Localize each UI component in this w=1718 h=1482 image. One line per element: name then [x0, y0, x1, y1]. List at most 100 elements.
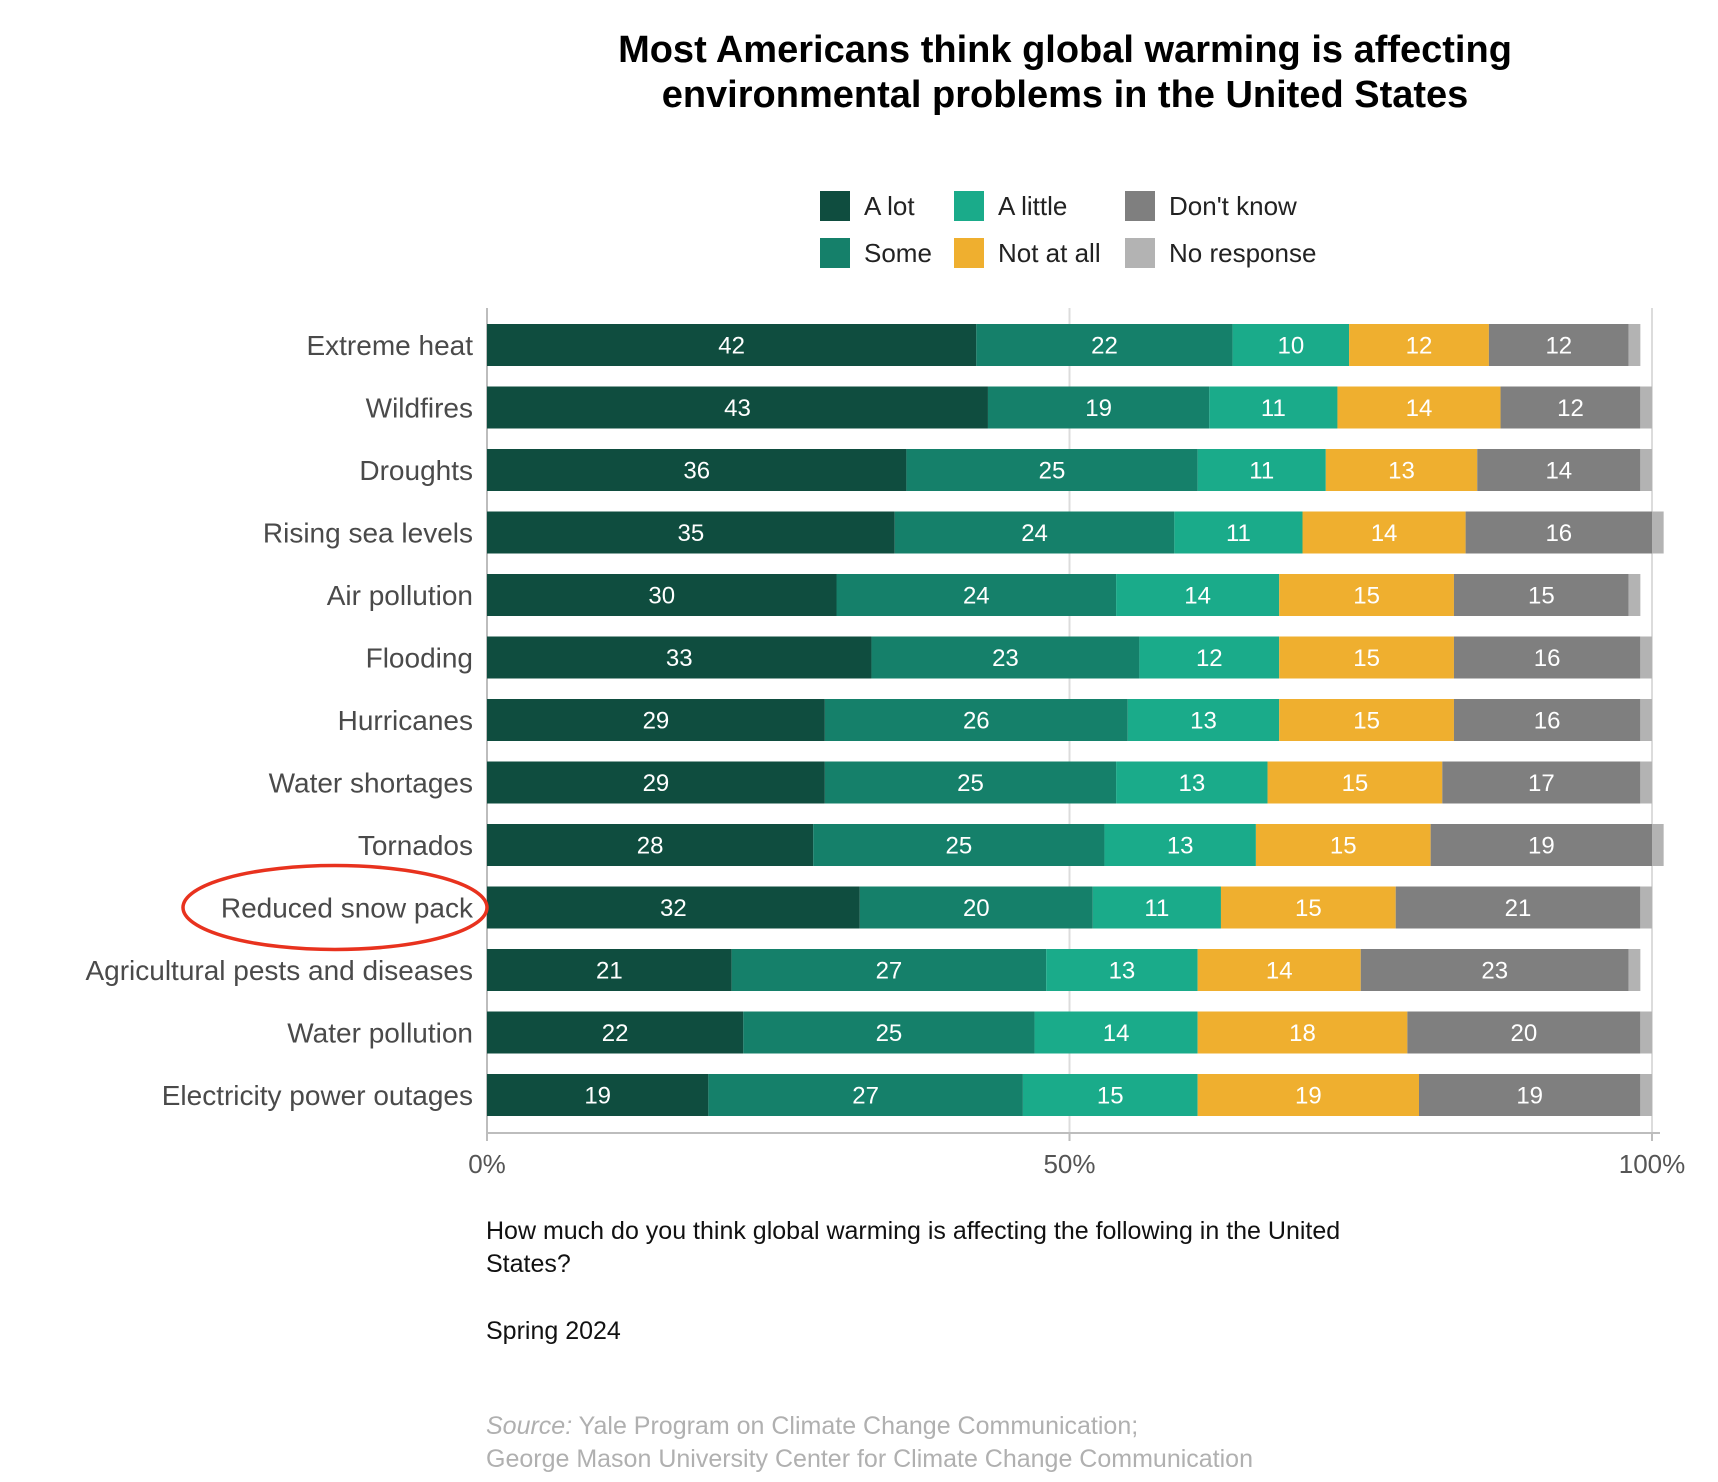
legend-swatch [1125, 191, 1155, 221]
bar-segment-a-little [1209, 386, 1338, 429]
legend-label: A lot [864, 191, 915, 221]
bar-row-electricity-power-outages: 19 27 15 19 19 [487, 1074, 1652, 1116]
bar-segment-not-at-all [1220, 886, 1396, 929]
value-label: 16 [1534, 708, 1561, 735]
value-label: 14 [1266, 958, 1293, 985]
bar-segment-don-t-know [1430, 824, 1652, 866]
bar-segment-not-at-all [1255, 824, 1431, 866]
value-label: 19 [1295, 1083, 1322, 1110]
chart-title: Most Americans think global warming is a… [618, 29, 1512, 116]
legend-label: Some [864, 238, 932, 268]
bar-segment-not-at-all [1197, 949, 1361, 991]
value-label: 14 [1545, 458, 1572, 485]
bar-row-reduced-snow-pack: 32 20 11 15 21 [487, 886, 1652, 929]
bar-segment-a-little [1139, 636, 1280, 679]
bar-segment-a-little [1116, 574, 1280, 616]
bar-segment-a-little [1174, 511, 1303, 554]
bar-segment-not-at-all [1267, 761, 1443, 804]
legend-item-some: Some [820, 238, 932, 268]
highlight-annotation [181, 863, 489, 952]
bar-segment-a-little [1104, 824, 1256, 866]
bar-row-water-shortages: 29 25 13 15 17 [487, 761, 1652, 804]
legend-item-no-response: No response [1125, 238, 1316, 268]
bar-segment-a-lot [487, 636, 872, 679]
value-label: 15 [1097, 1083, 1124, 1110]
category-label: Agricultural pests and diseases [85, 955, 473, 986]
value-label: 26 [963, 708, 990, 735]
bar-row-water-pollution: 22 25 14 18 20 [487, 1011, 1652, 1054]
value-label: 23 [992, 645, 1019, 672]
category-label: Air pollution [327, 580, 473, 611]
value-label: 16 [1545, 520, 1572, 547]
bar-segment-no-response [1628, 324, 1641, 366]
bar-row-air-pollution: 30 24 14 15 15 [487, 574, 1641, 616]
bar-segment-a-lot [487, 699, 825, 741]
value-label: 22 [602, 1020, 629, 1047]
value-label: 25 [945, 833, 972, 860]
value-label: 18 [1289, 1020, 1316, 1047]
bar-segment-a-lot [487, 761, 825, 804]
bar-segment-no-response [1640, 636, 1652, 679]
legend-item-a-little: A little [954, 191, 1067, 221]
question-line-1: How much do you think global warming is … [486, 1217, 1340, 1245]
bar-segment-don-t-know [1407, 1011, 1641, 1054]
value-label: 25 [957, 770, 984, 797]
category-label: Wildfires [366, 393, 473, 424]
value-label: 14 [1103, 1020, 1130, 1047]
value-label: 27 [852, 1083, 879, 1110]
bar-segment-no-response [1652, 511, 1664, 554]
highlight-ellipse [181, 863, 489, 952]
bar-segment-a-lot [487, 949, 732, 991]
legend-swatch [954, 238, 984, 268]
bar-segment-a-lot [487, 1011, 744, 1054]
value-label: 15 [1353, 645, 1380, 672]
value-label: 13 [1388, 458, 1415, 485]
value-label: 16 [1534, 645, 1561, 672]
value-label: 15 [1295, 895, 1322, 922]
question-note: How much do you think global warming is … [486, 1217, 1340, 1345]
bar-row-tornados: 28 25 13 15 19 [487, 824, 1664, 866]
bar-row-extreme-heat: 42 22 10 12 12 [487, 324, 1641, 366]
value-label: 25 [876, 1020, 903, 1047]
value-label: 27 [876, 958, 903, 985]
category-labels: Extreme heat Wildfires Droughts Rising sea … [85, 330, 474, 1111]
bar-segment-don-t-know [1395, 886, 1641, 929]
value-label: 28 [637, 833, 664, 860]
bar-segment-a-little [1116, 761, 1268, 804]
value-label: 14 [1184, 583, 1211, 610]
value-label: 15 [1342, 770, 1369, 797]
legend-label: Not at all [998, 238, 1101, 268]
chart-title-line-2: environmental problems in the United Sta… [662, 74, 1469, 116]
bar-segment-some [824, 699, 1128, 741]
bar-segment-no-response [1628, 574, 1641, 616]
bar-segment-not-at-all [1349, 324, 1489, 366]
legend-label: Don't know [1169, 191, 1297, 221]
value-label: 24 [1021, 520, 1048, 547]
survey-date: Spring 2024 [486, 1317, 621, 1345]
bar-segment-a-little [1232, 324, 1350, 366]
legend: A lot Some A little Not at all Don't know No … [820, 191, 1316, 268]
bar-segment-don-t-know [1477, 449, 1641, 491]
bar-segment-not-at-all [1325, 449, 1478, 491]
value-label: 30 [648, 583, 675, 610]
bar-segment-not-at-all [1279, 574, 1454, 616]
bar-segment-no-response [1640, 449, 1652, 491]
bar-segment-not-at-all [1337, 386, 1501, 429]
bar-segment-not-at-all [1302, 511, 1466, 554]
value-label: 25 [1039, 458, 1066, 485]
bar-segment-some [987, 386, 1210, 429]
bar-segment-some [824, 761, 1117, 804]
bar-segment-don-t-know [1500, 386, 1641, 429]
value-label: 12 [1557, 395, 1584, 422]
bar-segment-don-t-know [1465, 511, 1652, 554]
bar-segment-some [906, 449, 1198, 491]
bar-segment-don-t-know [1453, 699, 1641, 741]
bar-segment-a-little [1022, 1074, 1198, 1116]
source-line-1-text: Yale Program on Climate Change Communica… [572, 1412, 1138, 1440]
value-label: 23 [1481, 958, 1508, 985]
bar-segment-a-little [1046, 949, 1198, 991]
bar-segment-a-little [1197, 449, 1326, 491]
bar-segment-some [708, 1074, 1023, 1116]
value-label: 13 [1167, 833, 1194, 860]
bar-row-droughts: 36 25 11 13 14 [487, 449, 1652, 491]
